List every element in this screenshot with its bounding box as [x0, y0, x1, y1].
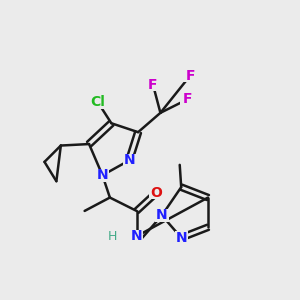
Text: H: H [108, 230, 118, 243]
Text: F: F [185, 69, 195, 83]
Text: O: O [150, 186, 162, 200]
FancyBboxPatch shape [149, 187, 163, 199]
Text: N: N [131, 229, 142, 243]
Text: Cl: Cl [91, 95, 105, 110]
FancyBboxPatch shape [155, 209, 169, 222]
FancyBboxPatch shape [122, 154, 136, 167]
Text: F: F [148, 78, 158, 92]
FancyBboxPatch shape [88, 96, 108, 109]
Text: N: N [176, 231, 187, 245]
FancyBboxPatch shape [175, 231, 188, 244]
FancyBboxPatch shape [146, 78, 160, 91]
FancyBboxPatch shape [183, 70, 197, 82]
Text: N: N [97, 168, 108, 182]
FancyBboxPatch shape [130, 230, 143, 242]
FancyBboxPatch shape [96, 169, 109, 182]
Text: N: N [156, 208, 168, 222]
Text: N: N [123, 153, 135, 167]
FancyBboxPatch shape [181, 93, 194, 106]
Text: F: F [182, 92, 192, 106]
FancyBboxPatch shape [107, 230, 119, 242]
